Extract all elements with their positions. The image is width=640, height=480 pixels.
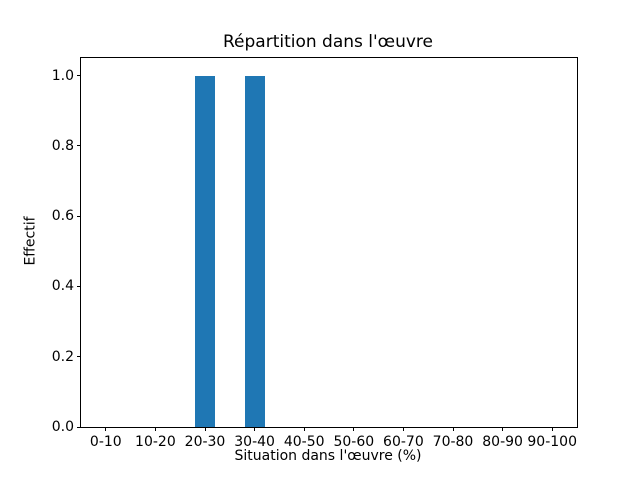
y-tick-mark bbox=[77, 145, 81, 147]
x-tick-label: 10-20 bbox=[135, 434, 176, 450]
x-tick-mark bbox=[254, 427, 256, 431]
x-tick-mark bbox=[551, 427, 553, 431]
x-tick-mark bbox=[452, 427, 454, 431]
y-tick-mark bbox=[77, 426, 81, 428]
y-tick-mark bbox=[77, 75, 81, 77]
y-tick-mark bbox=[77, 215, 81, 217]
x-tick-label: 70-80 bbox=[432, 434, 474, 450]
chart-title: Répartition dans l'œuvre bbox=[222, 32, 433, 52]
x-tick-mark bbox=[402, 427, 404, 431]
y-tick-label: 0.8 bbox=[51, 137, 74, 154]
x-tick-label: 40-50 bbox=[283, 434, 325, 450]
x-tick-mark bbox=[502, 427, 504, 431]
y-tick-mark bbox=[77, 356, 81, 358]
y-tick-mark bbox=[77, 285, 81, 287]
x-tick-label: 60-70 bbox=[383, 434, 424, 450]
x-tick-mark bbox=[154, 427, 156, 431]
x-tick-mark bbox=[303, 427, 305, 431]
y-tick-label: 0.6 bbox=[51, 208, 74, 225]
x-axis-label: Situation dans l'œuvre (%) bbox=[234, 448, 422, 464]
x-tick-mark bbox=[353, 427, 355, 431]
bar-20-30 bbox=[195, 75, 215, 427]
y-tick-label: 0.4 bbox=[51, 278, 74, 295]
bar-30-40 bbox=[244, 75, 265, 427]
x-tick-label: 80-90 bbox=[482, 434, 523, 450]
x-tick-label: 20-30 bbox=[184, 434, 226, 450]
x-tick-label: 90-100 bbox=[527, 434, 577, 450]
y-axis-label: Effectif bbox=[22, 216, 39, 266]
x-tick-label: 50-60 bbox=[333, 434, 375, 450]
x-tick-mark bbox=[204, 427, 206, 431]
x-tick-label: 0-10 bbox=[89, 434, 122, 450]
y-tick-label: 1.0 bbox=[51, 67, 74, 84]
x-tick-mark bbox=[105, 427, 107, 431]
y-tick-label: 0.0 bbox=[51, 419, 74, 435]
plot-area: 0-10 10-20 20-30 30-40 40-50 50-60 60-70 70-80 8… bbox=[52, 57, 578, 450]
x-tick-label: 30-40 bbox=[234, 434, 275, 450]
y-tick-label: 0.2 bbox=[51, 348, 74, 365]
